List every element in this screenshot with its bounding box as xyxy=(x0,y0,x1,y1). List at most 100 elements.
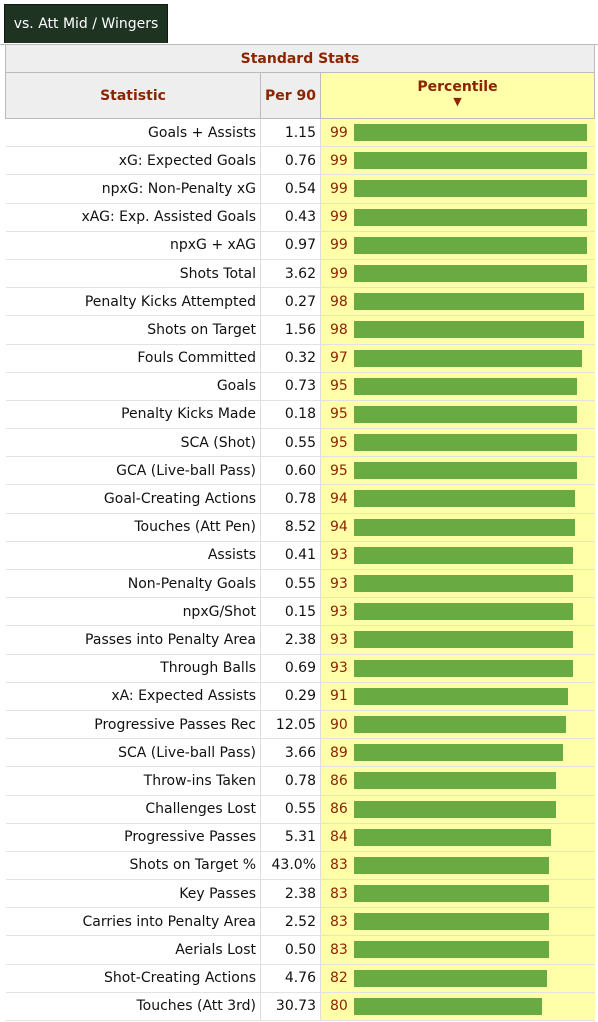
per90-value: 5.31 xyxy=(260,823,321,852)
percentile-bar xyxy=(354,321,585,339)
per90-value: 30.73 xyxy=(260,992,321,1022)
percentile-value: 98 xyxy=(330,293,348,310)
per90-value: 0.15 xyxy=(260,597,321,627)
per90-value: 0.97 xyxy=(260,231,321,260)
percentile-cell: 93 xyxy=(320,625,595,655)
table-row: Goal-Creating Actions 0.78 94 xyxy=(5,484,595,514)
table-row: xA: Expected Assists 0.29 91 xyxy=(5,682,595,711)
column-header-percentile[interactable]: Percentile ▼ xyxy=(320,72,595,119)
stat-name: SCA (Shot) xyxy=(5,428,261,458)
percentile-value: 99 xyxy=(330,265,348,282)
percentile-label: Percentile xyxy=(417,79,498,95)
percentile-cell: 83 xyxy=(320,851,595,881)
per90-value: 0.69 xyxy=(260,654,321,683)
percentile-cell: 95 xyxy=(320,372,595,401)
table-row: SCA (Live-ball Pass) 3.66 89 xyxy=(5,738,595,768)
table-body: Goals + Assists 1.15 99 xG: Expected Goals 0… xyxy=(5,118,595,1022)
percentile-cell: 82 xyxy=(320,964,595,993)
table-row: GCA (Live-ball Pass) 0.60 95 xyxy=(5,456,595,486)
sort-desc-icon: ▼ xyxy=(453,95,462,108)
percentile-value: 94 xyxy=(330,491,348,508)
table-row: Progressive Passes 5.31 84 xyxy=(5,823,595,852)
stat-name: Non-Penalty Goals xyxy=(5,569,261,599)
stat-name: xA: Expected Assists xyxy=(5,682,261,711)
percentile-bar xyxy=(354,687,568,705)
per90-value: 43.0% xyxy=(260,851,321,881)
table-row: Throw-ins Taken 0.78 86 xyxy=(5,766,595,796)
percentile-bar xyxy=(354,744,564,762)
stat-name: Touches (Att Pen) xyxy=(5,513,261,542)
percentile-value: 98 xyxy=(330,321,348,338)
percentile-value: 95 xyxy=(330,434,348,451)
stat-name: Key Passes xyxy=(5,879,261,909)
tab-bar: vs. Att Mid / Wingers xyxy=(0,0,598,45)
per90-value: 0.73 xyxy=(260,372,321,401)
per90-value: 1.56 xyxy=(260,315,321,345)
percentile-value: 95 xyxy=(330,462,348,479)
percentile-bar xyxy=(354,715,566,733)
percentile-bar xyxy=(354,462,578,480)
percentile-bar xyxy=(354,490,575,508)
column-header-per90[interactable]: Per 90 xyxy=(260,72,321,119)
per90-value: 3.62 xyxy=(260,259,321,289)
table-row: npxG + xAG 0.97 99 xyxy=(5,231,595,260)
column-header-statistic[interactable]: Statistic xyxy=(5,72,261,119)
stat-name: SCA (Live-ball Pass) xyxy=(5,738,261,768)
stat-name: Passes into Penalty Area xyxy=(5,625,261,655)
percentile-value: 93 xyxy=(330,660,348,677)
table-row: npxG/Shot 0.15 93 xyxy=(5,597,595,627)
stat-name: Penalty Kicks Attempted xyxy=(5,287,261,317)
percentile-bar xyxy=(354,941,550,959)
percentile-cell: 95 xyxy=(320,428,595,458)
percentile-cell: 84 xyxy=(320,823,595,852)
percentile-value: 93 xyxy=(330,547,348,564)
percentile-value: 99 xyxy=(330,209,348,226)
standard-stats-table: Standard Stats Statistic Per 90 Percenti… xyxy=(5,44,595,1022)
percentile-cell: 86 xyxy=(320,795,595,824)
stat-name: Goals + Assists xyxy=(5,118,261,148)
percentile-cell: 90 xyxy=(320,710,595,740)
stat-name: Throw-ins Taken xyxy=(5,766,261,796)
percentile-cell: 91 xyxy=(320,682,595,711)
per90-value: 12.05 xyxy=(260,710,321,740)
percentile-bar xyxy=(354,969,547,987)
percentile-bar xyxy=(354,293,585,311)
stat-name: Shots on Target % xyxy=(5,851,261,881)
stat-name: Progressive Passes xyxy=(5,823,261,852)
per90-value: 1.15 xyxy=(260,118,321,148)
table-row: Shot-Creating Actions 4.76 82 xyxy=(5,964,595,993)
per90-value: 0.55 xyxy=(260,428,321,458)
per90-value: 0.54 xyxy=(260,174,321,204)
percentile-value: 84 xyxy=(330,829,348,846)
percentile-cell: 83 xyxy=(320,935,595,965)
tab-att-mid-wingers[interactable]: vs. Att Mid / Wingers xyxy=(4,4,168,43)
per90-value: 0.55 xyxy=(260,569,321,599)
percentile-value: 93 xyxy=(330,603,348,620)
stat-name: npxG: Non-Penalty xG xyxy=(5,174,261,204)
per90-value: 0.29 xyxy=(260,682,321,711)
percentile-value: 93 xyxy=(330,575,348,592)
per90-value: 2.38 xyxy=(260,625,321,655)
percentile-cell: 89 xyxy=(320,738,595,768)
table-row: Shots on Target % 43.0% 83 xyxy=(5,851,595,881)
percentile-bar xyxy=(354,377,578,395)
percentile-bar xyxy=(354,800,557,818)
percentile-value: 82 xyxy=(330,970,348,987)
stat-name: npxG + xAG xyxy=(5,231,261,260)
percentile-cell: 83 xyxy=(320,907,595,937)
stat-name: Goal-Creating Actions xyxy=(5,484,261,514)
per90-value: 2.38 xyxy=(260,879,321,909)
percentile-bar xyxy=(354,518,575,536)
table-row: Challenges Lost 0.55 86 xyxy=(5,795,595,824)
percentile-value: 94 xyxy=(330,519,348,536)
percentile-bar xyxy=(354,124,587,141)
percentile-cell: 99 xyxy=(320,203,595,232)
table-row: Passes into Penalty Area 2.38 93 xyxy=(5,625,595,655)
stat-name: npxG/Shot xyxy=(5,597,261,627)
percentile-bar xyxy=(354,236,587,254)
per90-value: 0.27 xyxy=(260,287,321,317)
percentile-bar xyxy=(354,885,550,903)
percentile-bar xyxy=(354,575,573,592)
table-row: Through Balls 0.69 93 xyxy=(5,654,595,683)
percentile-bar xyxy=(354,434,578,452)
